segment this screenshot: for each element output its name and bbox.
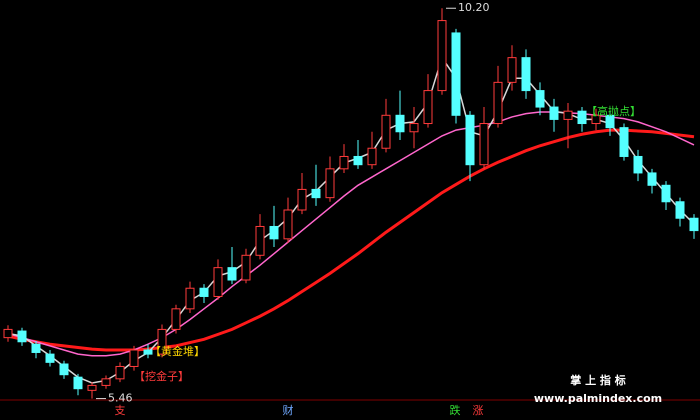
watermark-url: www.palmindex.com <box>534 392 662 405</box>
candle-body <box>157 328 167 355</box>
footer-label: 财 <box>283 403 294 417</box>
footer-label: 支 <box>115 404 126 417</box>
candle-body <box>283 209 293 240</box>
candle-body <box>563 110 573 120</box>
candle-body <box>465 114 475 166</box>
candle-body <box>619 127 629 157</box>
candle-body <box>171 308 181 330</box>
candle-body <box>493 81 503 125</box>
candle-body <box>101 378 111 386</box>
annotation: 【高抛点】 <box>586 104 641 118</box>
candle-body <box>17 330 27 343</box>
candle-body <box>59 363 69 376</box>
candle-body <box>437 20 447 92</box>
candle-body <box>255 225 265 256</box>
candle-body <box>451 32 461 116</box>
footer-label: 跌 <box>450 403 461 417</box>
candle-body <box>31 343 41 353</box>
candle-body <box>353 155 363 166</box>
candle-body <box>87 384 97 391</box>
candle-body <box>199 287 209 297</box>
candle-body <box>3 328 13 339</box>
ma-line <box>7 128 695 352</box>
candle-body <box>521 57 531 92</box>
annotation: 【黄金堆】 <box>150 344 205 358</box>
candle-body <box>325 168 335 199</box>
candle-body <box>577 110 587 125</box>
candle-body <box>549 106 559 120</box>
candle-body <box>73 376 83 390</box>
candle-body <box>311 188 321 199</box>
candle-body <box>675 201 685 219</box>
candle-body <box>213 267 223 297</box>
footer-label: 涨 <box>473 404 484 417</box>
ma-line <box>7 111 695 357</box>
candle-body <box>269 225 279 240</box>
candle-body <box>591 114 601 125</box>
candle-body <box>339 155 349 170</box>
candle-body <box>423 90 433 125</box>
candle-body <box>297 188 307 211</box>
candle-body <box>647 172 657 186</box>
candle-body <box>367 147 377 166</box>
candle-body <box>381 114 391 149</box>
candle-body <box>479 123 489 166</box>
candle-body <box>241 254 251 281</box>
candle-body <box>115 365 125 380</box>
candle-body <box>409 123 419 133</box>
candle-body <box>395 114 405 133</box>
extreme-label: 10.20 <box>458 1 490 14</box>
candle-body <box>45 353 55 363</box>
candle-body <box>605 114 615 129</box>
candle-body <box>535 90 545 108</box>
candle-body <box>689 217 699 232</box>
annotation: 【挖金子】 <box>134 369 189 383</box>
candle-body <box>661 184 671 203</box>
extreme-label: 5.46 <box>108 392 133 405</box>
candle-body <box>227 267 237 281</box>
candle-body <box>185 287 195 310</box>
candle-body <box>129 349 139 367</box>
candle-body <box>143 349 153 355</box>
candle-body <box>507 57 517 83</box>
candle-body <box>633 155 643 174</box>
watermark-title: 掌 上 指 标 <box>570 373 626 387</box>
